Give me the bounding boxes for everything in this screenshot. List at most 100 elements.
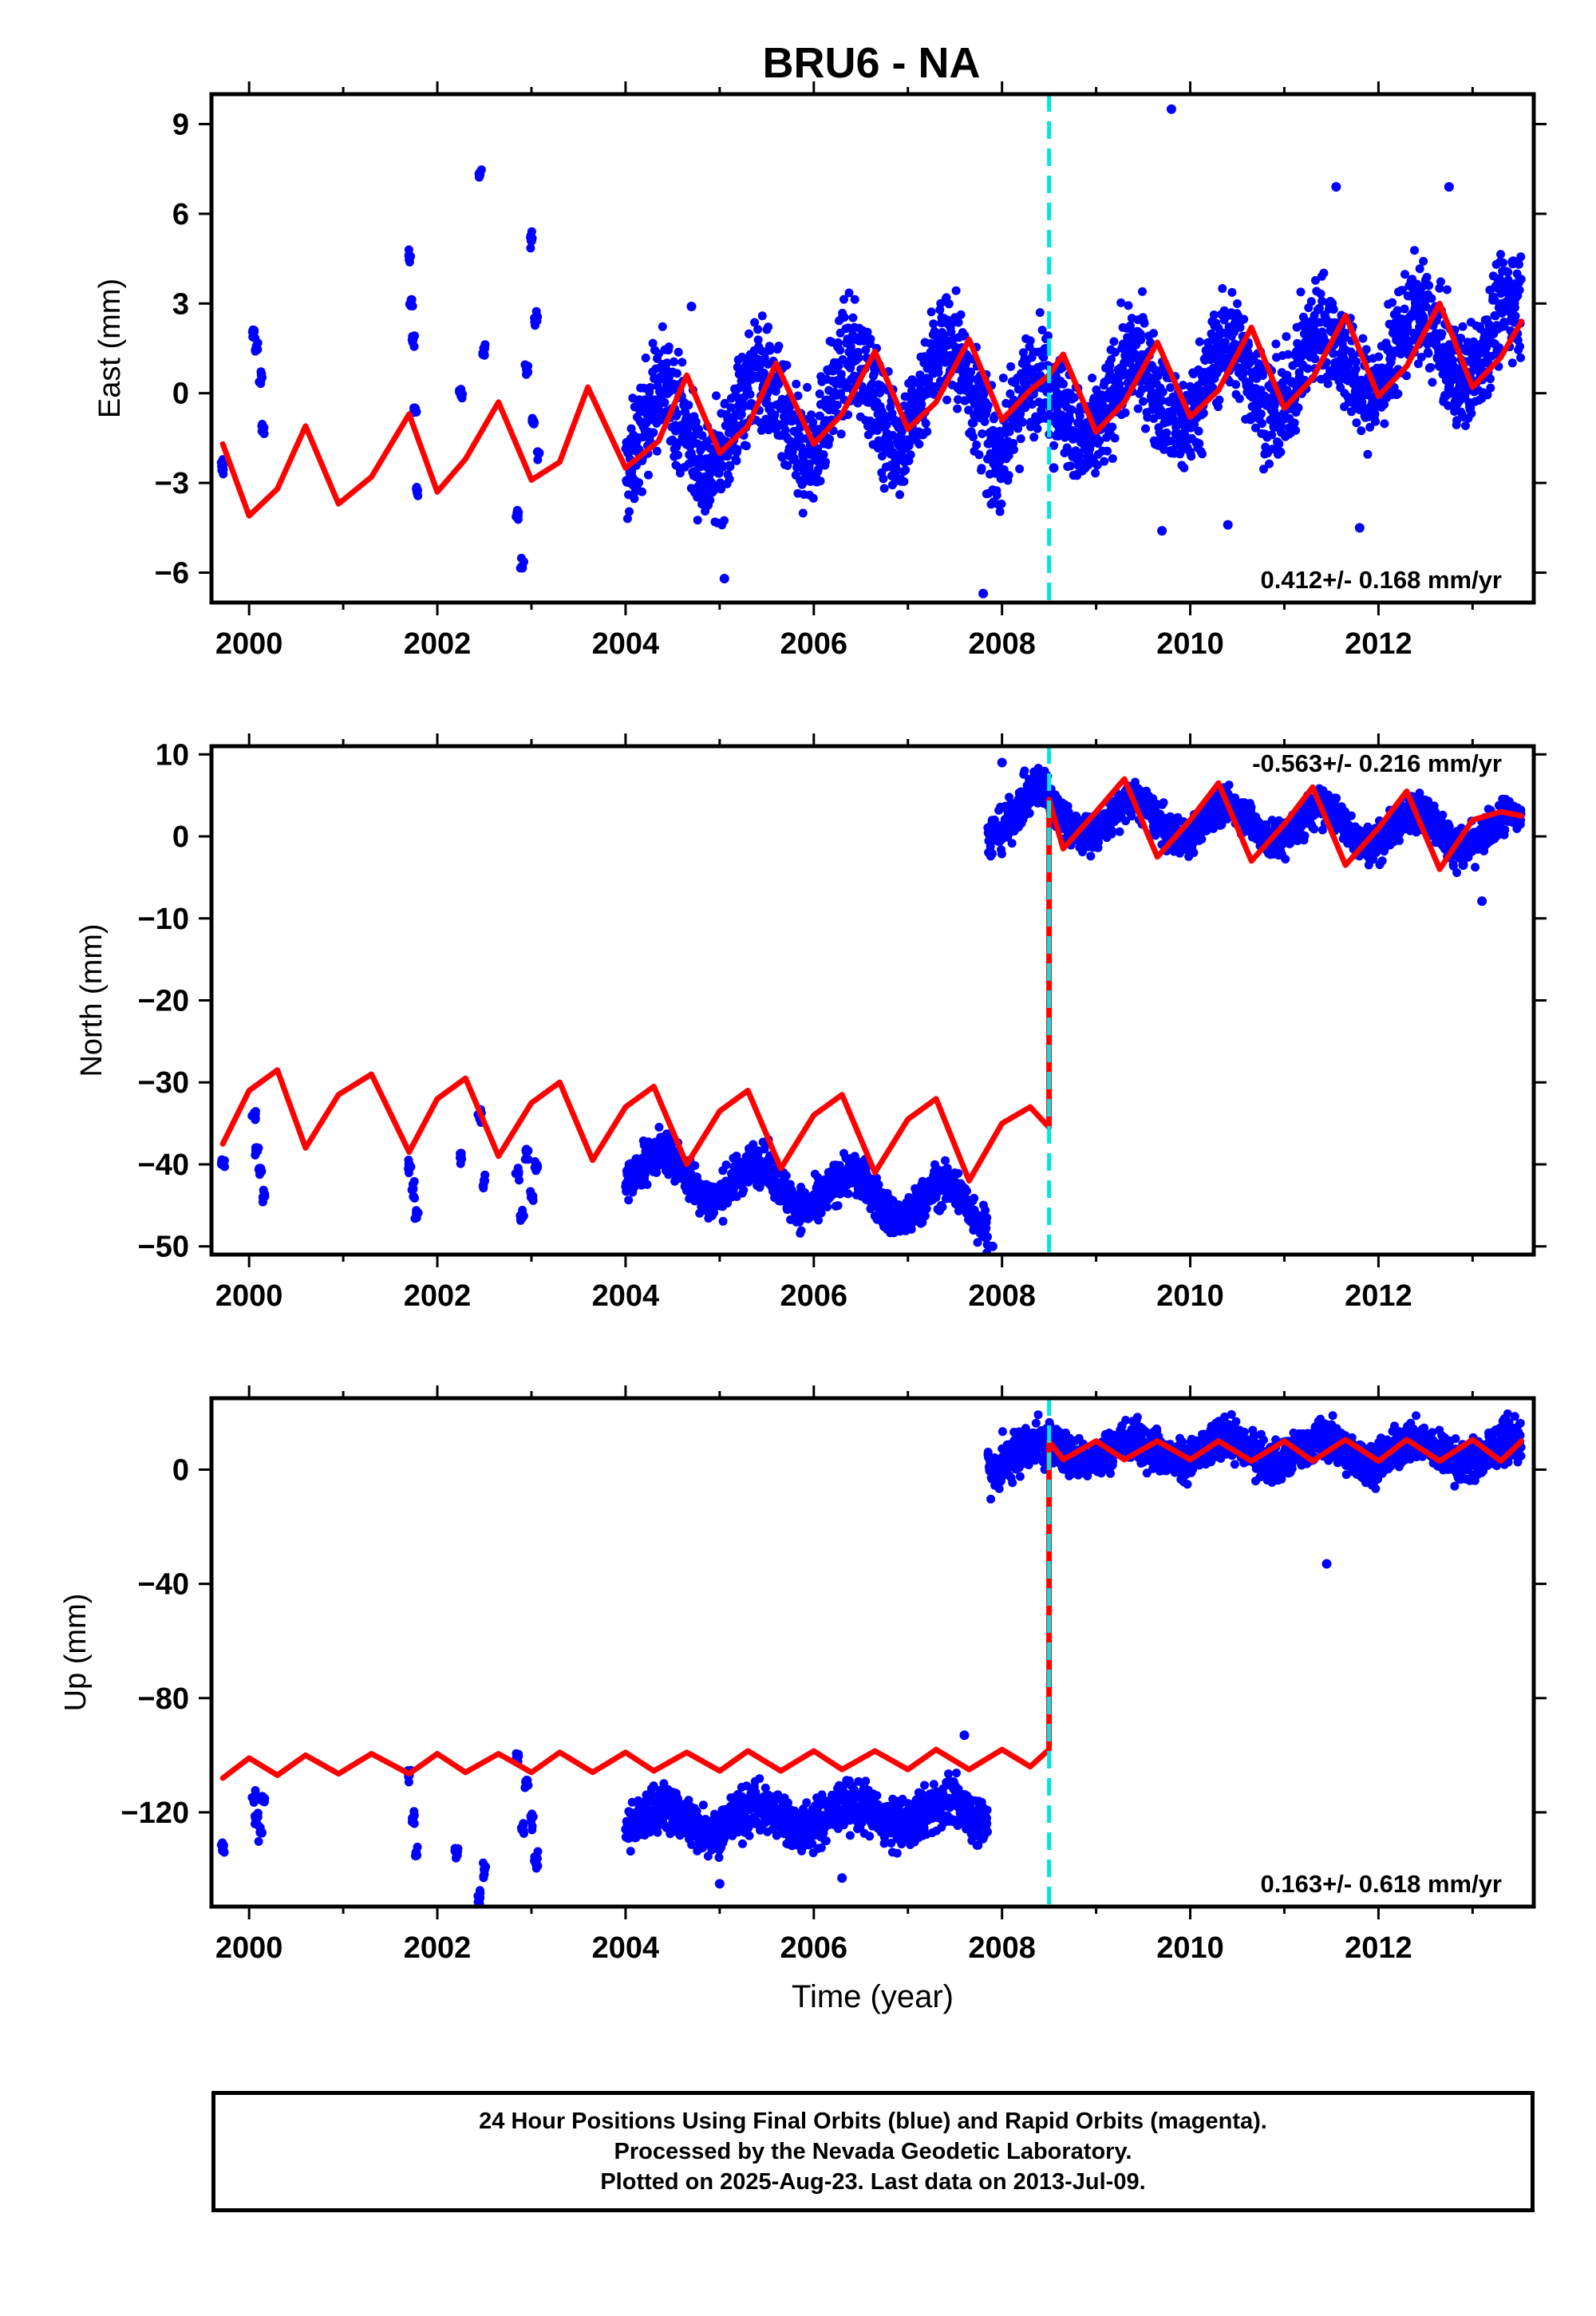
data-point: [992, 491, 1001, 500]
data-point: [833, 338, 843, 347]
data-point: [906, 450, 915, 460]
data-point: [527, 234, 537, 243]
data-point: [1156, 406, 1166, 415]
data-point: [1197, 835, 1207, 844]
y-tick-label: −6: [155, 557, 189, 591]
data-point: [998, 373, 1008, 383]
data-point: [983, 1232, 992, 1242]
outlier-point: [978, 588, 989, 599]
data-point: [1235, 394, 1244, 403]
data-point: [1352, 418, 1361, 428]
data-point: [1075, 457, 1084, 467]
data-point: [1357, 426, 1366, 436]
data-point: [1435, 283, 1444, 293]
data-point: [819, 450, 828, 460]
data-point: [973, 1238, 982, 1247]
data-point: [804, 459, 814, 468]
data-point: [816, 476, 825, 486]
data-point: [823, 1202, 832, 1211]
data-point: [1413, 359, 1423, 369]
data-point: [888, 431, 898, 440]
data-point: [737, 409, 746, 419]
outlier-point: [686, 302, 697, 312]
data-point: [405, 255, 414, 264]
data-point: [732, 456, 741, 465]
data-point: [674, 347, 683, 357]
data-point: [1222, 344, 1231, 354]
data-point: [1130, 349, 1140, 358]
data-point: [922, 427, 932, 437]
data-point: [1190, 420, 1199, 429]
data-point: [839, 294, 848, 304]
data-point: [753, 325, 763, 334]
data-point: [1109, 337, 1119, 346]
data-point: [814, 456, 824, 466]
data-point: [750, 318, 760, 327]
data-point: [1371, 417, 1380, 426]
data-point: [1054, 389, 1064, 399]
data-point: [770, 410, 780, 420]
data-point: [1075, 411, 1084, 421]
data-point: [1250, 423, 1260, 433]
data-point: [725, 462, 735, 472]
data-point: [1127, 812, 1136, 821]
data-point: [412, 483, 421, 492]
data-point: [407, 335, 417, 345]
data-point: [646, 383, 655, 392]
data-point: [256, 367, 266, 377]
data-point: [815, 389, 824, 398]
data-point: [1231, 380, 1241, 389]
data-point: [1189, 848, 1199, 857]
data-point: [977, 464, 986, 473]
data-point: [1092, 460, 1102, 470]
data-point: [1436, 277, 1445, 287]
data-point: [1214, 402, 1223, 412]
data-point: [825, 434, 835, 444]
data-point: [674, 450, 682, 460]
east-model-curve: [219, 300, 1525, 519]
y-tick-label: 0: [172, 377, 189, 411]
data-point: [792, 379, 801, 389]
data-point: [757, 425, 766, 435]
data-point: [1139, 397, 1148, 406]
data-point: [921, 419, 930, 428]
data-point: [800, 1188, 809, 1197]
data-point: [961, 359, 970, 369]
data-point: [1410, 246, 1419, 255]
data-point: [895, 490, 904, 500]
data-point: [1198, 449, 1207, 459]
data-point: [1179, 463, 1189, 472]
outlier-point: [1223, 520, 1233, 530]
data-point: [1162, 428, 1171, 437]
data-point: [1350, 373, 1360, 382]
data-point: [406, 295, 416, 305]
data-point: [1108, 422, 1117, 432]
data-point: [533, 455, 543, 464]
data-point: [1516, 353, 1525, 362]
data-point: [744, 1177, 753, 1187]
data-point: [1426, 362, 1436, 372]
data-point: [1157, 396, 1167, 405]
data-point: [709, 1207, 719, 1217]
data-point: [1422, 272, 1432, 282]
data-point: [1380, 419, 1389, 429]
data-point: [1329, 349, 1338, 358]
data-point: [625, 507, 634, 516]
data-point: [964, 405, 974, 415]
data-point: [1424, 281, 1434, 290]
data-point: [1136, 335, 1146, 345]
data-point: [983, 401, 993, 410]
data-point: [724, 449, 733, 457]
outlier-point: [1166, 104, 1176, 114]
x-tick-label: 2008: [968, 627, 1036, 661]
data-point: [1235, 322, 1245, 332]
data-point: [526, 243, 535, 253]
panel-north: 2000 2002 2004 2006 2008 2010 2012−50−40−30−20…: [75, 733, 1547, 1313]
y-tick-label: 9: [172, 108, 189, 141]
data-point: [843, 1189, 853, 1199]
data-point: [1510, 303, 1519, 312]
data-point: [1179, 381, 1188, 390]
data-point: [1233, 299, 1242, 308]
data-point: [1095, 436, 1104, 445]
